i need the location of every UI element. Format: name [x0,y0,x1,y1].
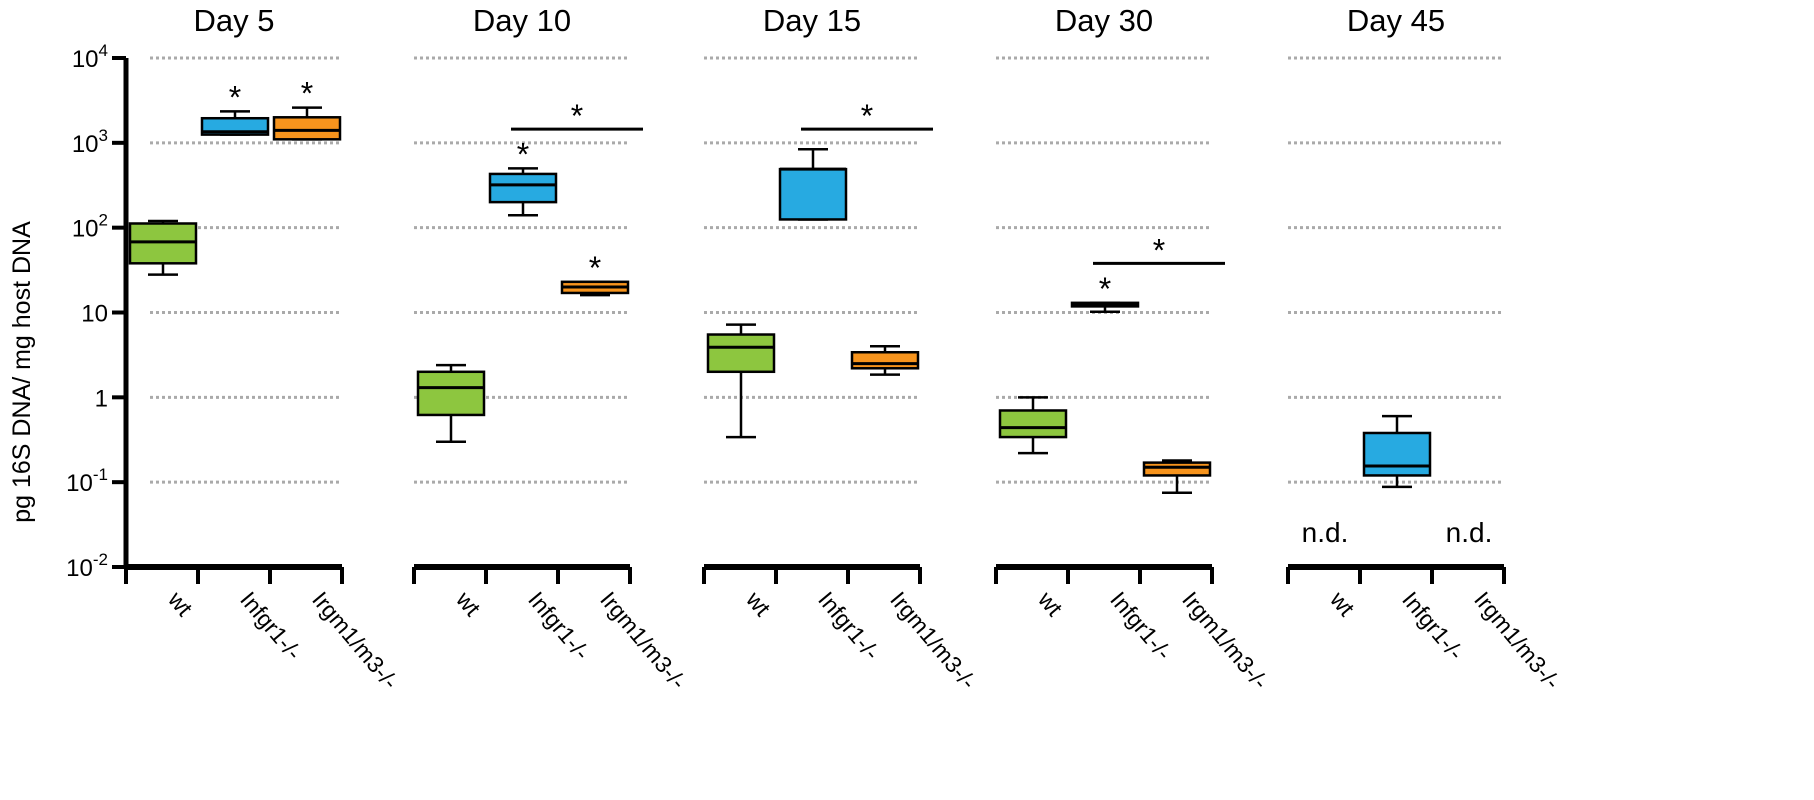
x-tick-label: Irgm1/m3-/- [1469,587,1565,695]
x-tick-label: Irgm1/m3-/- [307,587,403,695]
x-tick-label: Infgr1-/- [813,587,885,665]
y-tick-label: 104 [72,41,108,73]
panel-title: Day 15 [763,3,861,38]
box-plot: * [200,79,270,136]
y-tick-label: 103 [72,126,108,158]
y-tick-exponent: 2 [99,211,108,230]
x-tick-label: Infgr1-/- [235,587,307,665]
significance-star: * [861,98,873,134]
x-tick-label: wt [163,586,199,622]
y-tick-label: 10 [81,301,108,328]
x-tick-label: wt [1033,586,1069,622]
x-tick-label: Irgm1/m3-/- [885,587,981,695]
significance-star: * [1099,271,1111,307]
not-detected-label: n.d. [1446,517,1493,548]
x-tick-label: Infgr1-/- [1105,587,1177,665]
x-tick-label: Infgr1-/- [1397,587,1469,665]
significance-star: * [517,136,529,172]
y-tick-base: 10 [66,470,93,497]
gridlines [150,56,1504,484]
y-tick-label: 1 [95,385,108,412]
not-detected-label: n.d. [1302,517,1349,548]
y-tick-label: 10-1 [66,465,108,497]
box [1142,461,1212,477]
y-tick-exponent: 3 [99,126,108,145]
panel: Day 15 wt Infgr1-/- Irgm1/m3-/- * [702,3,981,695]
y-tick-base: 10 [72,46,99,73]
box-plot [850,345,920,376]
box [706,333,776,374]
y-tick-base: 10 [72,131,99,158]
box-plot [998,396,1068,455]
panel: Day 5 wt Infgr1-/- Irgm1/m3-/- * * [124,3,403,695]
box [272,116,342,141]
y-axis-label: pg 16S DNA/ mg host DNA [8,221,36,523]
x-tick-label: wt [1325,586,1361,622]
x-tick-label: Irgm1/m3-/- [595,587,691,695]
y-tick-exponent: 4 [99,41,108,60]
y-tick-base: 10 [66,555,93,582]
box-plot [416,363,486,443]
box [850,350,920,370]
panel-title: Day 45 [1347,3,1445,38]
box-plot [1362,414,1432,489]
box [998,409,1068,439]
box-plot [128,219,198,276]
panel: Day 10 wt Infgr1-/- Irgm1/m3-/- * * * [412,3,691,695]
box [488,172,558,204]
y-tick-exponent: -1 [93,465,108,484]
box [778,167,848,221]
box-plot [706,323,776,439]
y-tick-base: 10 [72,216,99,243]
box-plot [1142,459,1212,495]
panel-title: Day 5 [194,3,275,38]
x-tick-label: wt [451,586,487,622]
significance-star: * [229,79,241,115]
significance-star: * [301,76,313,112]
y-tick-base: 1 [95,385,108,412]
box [416,370,486,417]
box [1362,431,1432,477]
box [128,222,198,265]
box-plot: * [488,136,558,217]
significance-star: * [589,250,601,286]
box-plot: * [1070,271,1140,314]
x-tick-label: Irgm1/m3-/- [1177,587,1273,695]
panel-title: Day 10 [473,3,571,38]
x-tick-label: Infgr1-/- [523,587,595,665]
box-plot [778,148,848,221]
y-tick-label: 10-2 [66,550,108,582]
y-tick-label: 102 [72,211,108,243]
box-plot: * [560,250,630,297]
y-tick-exponent: -2 [93,550,108,569]
x-tick-label: wt [741,586,777,622]
panel: Day 45 wt Infgr1-/- Irgm1/m3-/- n.d. n.d. [1286,3,1565,695]
panel-title: Day 30 [1055,3,1153,38]
significance-star: * [1153,232,1165,268]
panel: Day 30 wt Infgr1-/- Irgm1/m3-/- * * [994,3,1273,695]
significance-star: * [571,98,583,134]
box-plot: * [272,76,342,141]
y-tick-base: 10 [81,301,108,328]
